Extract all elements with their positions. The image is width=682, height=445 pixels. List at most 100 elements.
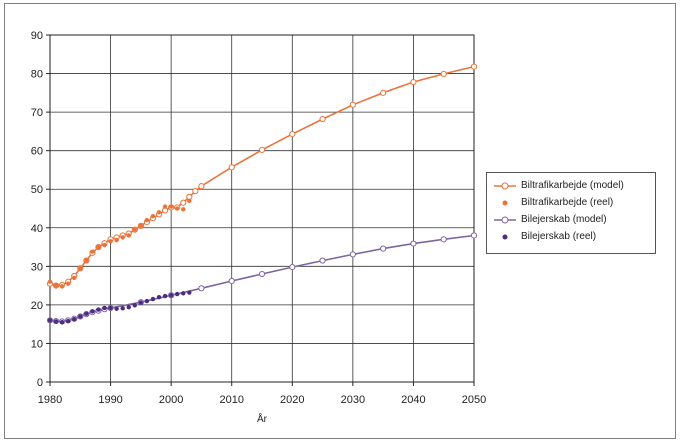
y-tick-label: 10 (31, 338, 43, 350)
series-bilejerskab-model (46, 232, 478, 325)
data-point (59, 284, 65, 289)
data-point (258, 270, 266, 278)
gridlines (49, 34, 475, 383)
data-point (198, 183, 205, 190)
data-point (380, 245, 387, 252)
data-point (120, 235, 125, 240)
series-bilejerskab-reel (47, 290, 192, 325)
data-point (440, 70, 447, 78)
data-point (138, 223, 144, 229)
data-point (96, 244, 101, 250)
data-point (192, 188, 199, 195)
x-tick-label: 1980 (38, 394, 62, 406)
y-tick-label: 60 (31, 146, 43, 158)
data-point (84, 311, 89, 316)
data-point (126, 233, 131, 238)
legend-label: Bilejerskab (model) (521, 214, 607, 225)
legend-swatch (494, 216, 516, 223)
data-point (114, 237, 119, 243)
data-point (470, 232, 478, 239)
data-point (78, 266, 83, 271)
data-point (126, 305, 131, 310)
series-biltrafikarbejde-reel (47, 198, 192, 289)
data-point (380, 89, 387, 96)
x-tick-label: 2020 (280, 394, 304, 406)
legend-label: Biltrafikarbejde (reel) (521, 197, 614, 208)
data-point (187, 198, 192, 203)
data-point (187, 290, 192, 295)
data-point (144, 217, 150, 223)
data-point (156, 210, 162, 215)
data-point (120, 306, 125, 311)
data-point (108, 305, 113, 311)
legend-swatch (494, 182, 516, 189)
x-axis-title: År (257, 412, 268, 425)
y-tick-label: 90 (31, 30, 43, 42)
legend-item: Bilejerskab (reel) (493, 228, 649, 245)
y-tick-label: 40 (31, 223, 43, 235)
data-point (156, 294, 162, 300)
series-biltrafikarbejde-model (46, 63, 478, 289)
legend: Biltrafikarbejde (model) Biltrafikarbejde… (486, 172, 656, 254)
data-point (440, 236, 447, 243)
data-point (162, 293, 168, 299)
data-point (168, 204, 174, 209)
data-point (90, 249, 95, 254)
data-point (90, 309, 95, 314)
x-tick-label: 2040 (401, 394, 425, 406)
data-point (181, 291, 186, 296)
data-point (410, 240, 417, 247)
legend-label: Bilejerskab (reel) (521, 231, 597, 242)
data-point (65, 281, 71, 286)
data-point (289, 264, 296, 271)
data-point (72, 275, 77, 281)
x-tick-label: 2010 (219, 394, 243, 406)
plot-area (49, 34, 475, 383)
legend-item: Biltrafikarbejde (reel) (493, 194, 649, 211)
x-tick-label: 2050 (462, 394, 486, 406)
y-tick-label: 20 (31, 300, 43, 312)
data-point (72, 316, 77, 322)
data-point (102, 305, 107, 311)
data-point (53, 319, 59, 324)
data-point (228, 164, 235, 171)
data-point (410, 78, 417, 86)
data-point (108, 239, 113, 244)
data-point (168, 293, 174, 298)
series-line (49, 65, 475, 287)
data-point (102, 242, 107, 248)
data-point (59, 320, 65, 325)
data-point (175, 291, 180, 297)
data-point (150, 296, 156, 302)
y-tick-label: 50 (31, 184, 43, 196)
data-point (198, 285, 205, 292)
data-point (65, 318, 71, 324)
data-point (53, 283, 59, 288)
data-point (96, 307, 101, 312)
data-point (144, 298, 150, 304)
data-point (150, 214, 156, 219)
data-point (47, 318, 53, 323)
y-tick-label: 70 (31, 107, 43, 119)
data-point (162, 204, 168, 209)
legend-item: Bilejerskab (model) (493, 211, 649, 228)
legend-swatch (502, 200, 508, 205)
data-point (228, 277, 235, 285)
data-point (114, 306, 119, 311)
y-tick-label: 0 (37, 377, 43, 389)
data-point (78, 314, 83, 319)
data-point (180, 199, 187, 206)
x-tick-label: 2030 (341, 394, 365, 406)
data-point (132, 227, 137, 232)
data-point (289, 130, 296, 138)
series-layer (46, 63, 478, 325)
y-tick-label: 30 (31, 261, 43, 273)
x-tick-label: 2000 (159, 394, 183, 406)
x-tick-label: 1990 (98, 394, 122, 406)
data-point (349, 101, 356, 108)
data-point (319, 115, 326, 123)
data-point (258, 146, 266, 153)
data-point (138, 300, 144, 305)
